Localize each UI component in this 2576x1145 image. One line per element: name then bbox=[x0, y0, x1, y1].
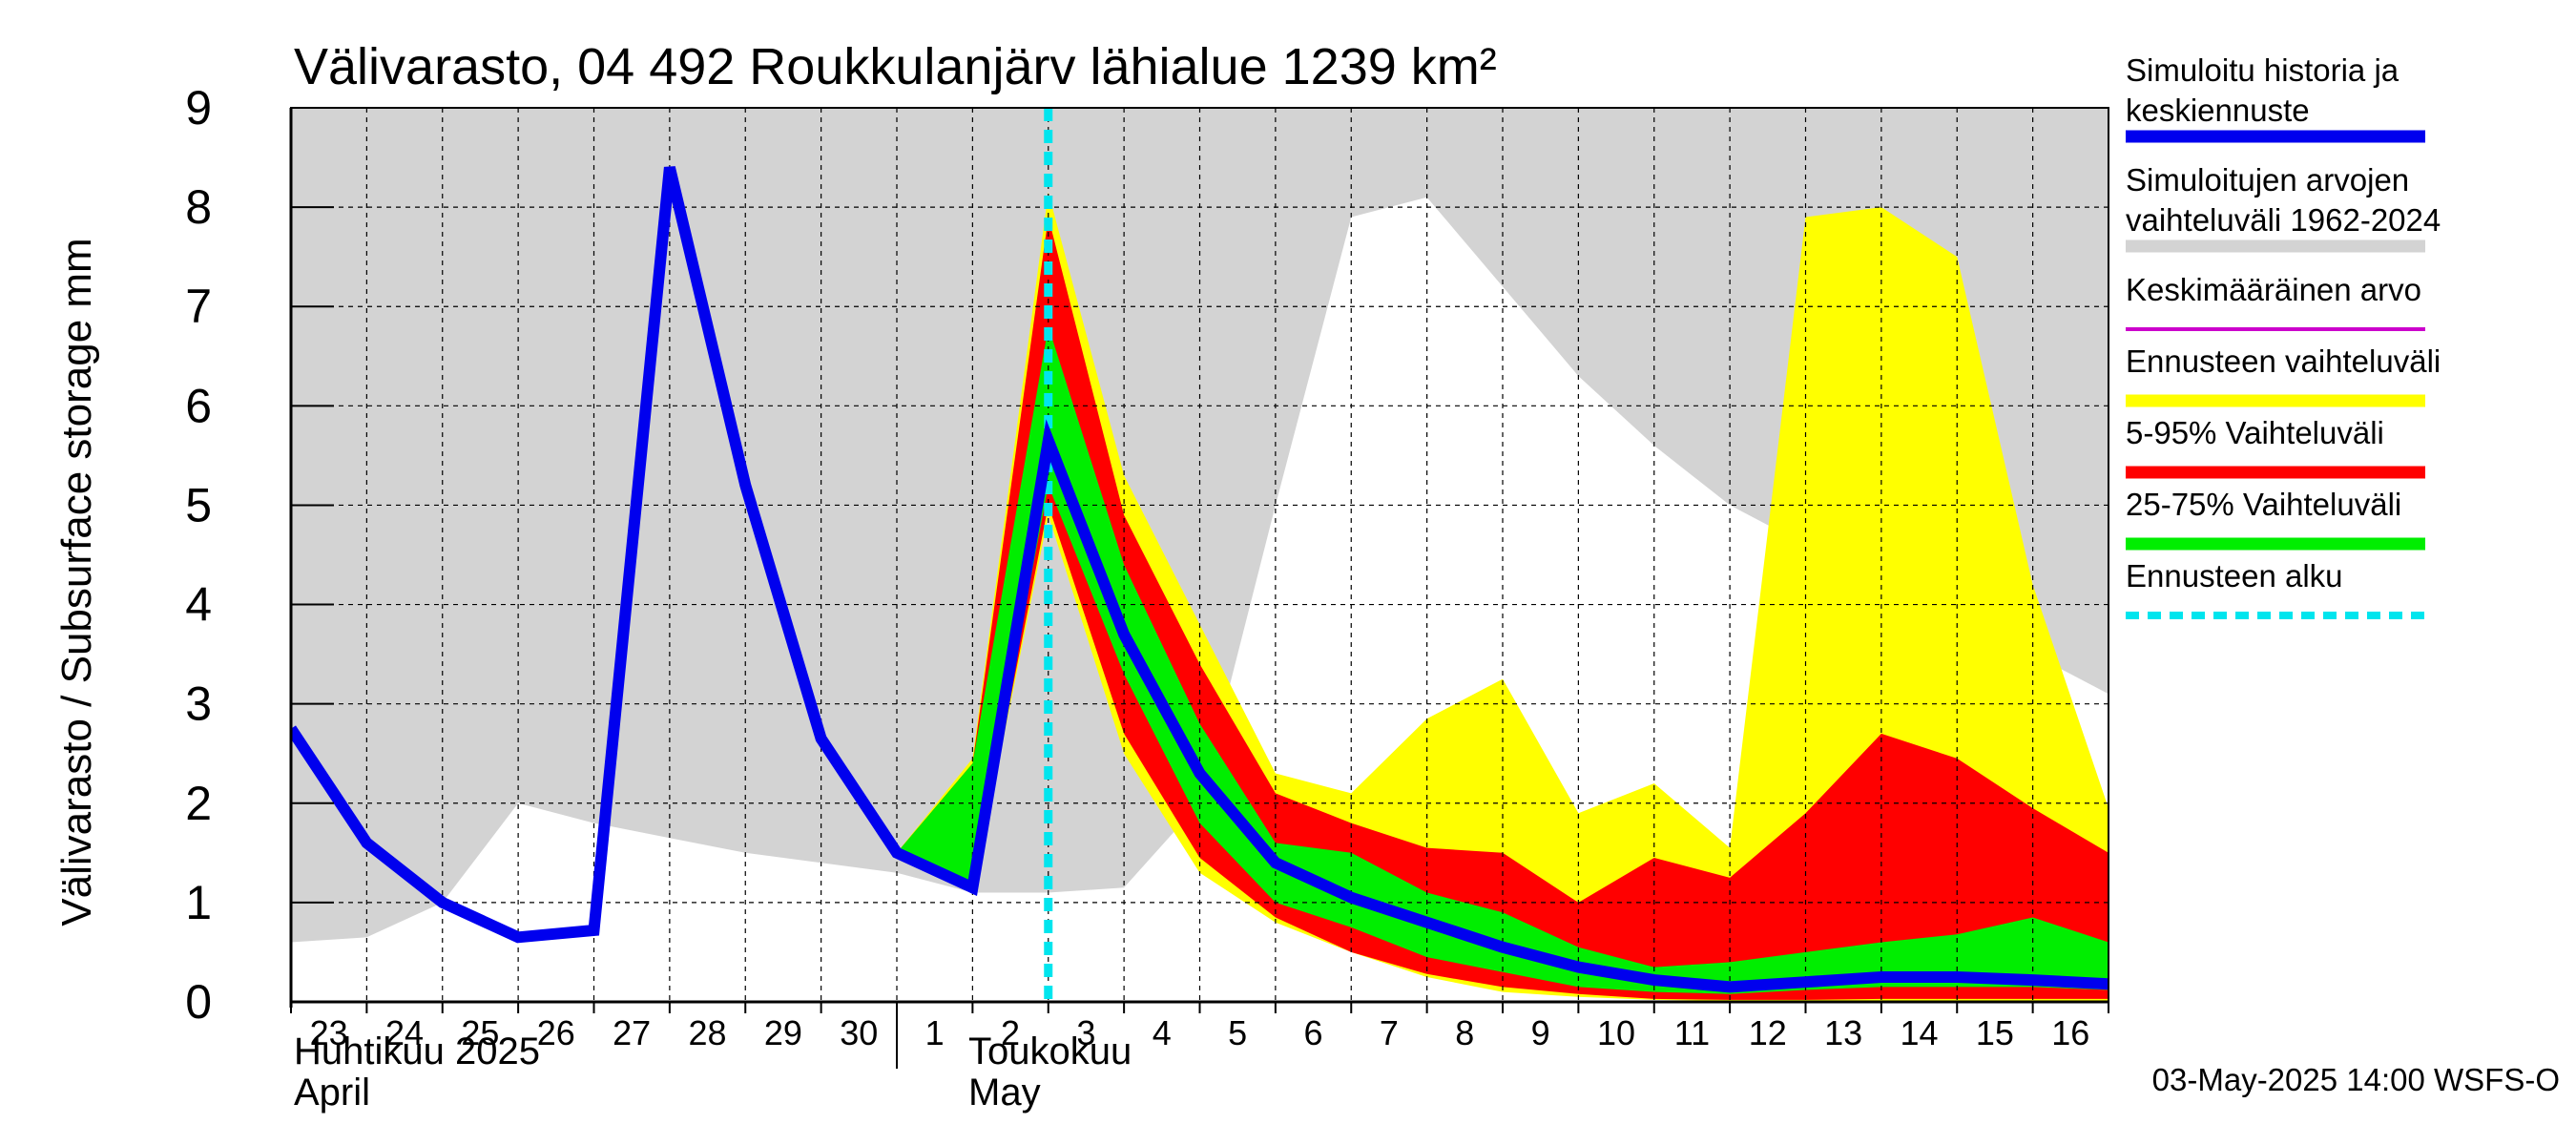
x-tick-label-30: 30 bbox=[840, 1013, 878, 1052]
legend-entry-5-95-vaihteluvali-label: 5-95% Vaihteluväli bbox=[2126, 415, 2384, 450]
x-tick-label-27: 27 bbox=[613, 1013, 651, 1052]
y-tick-label-6: 6 bbox=[185, 379, 212, 432]
x-tick-label-8: 8 bbox=[1455, 1013, 1474, 1052]
x-tick-label-9: 9 bbox=[1531, 1013, 1550, 1052]
y-tick-label-5: 5 bbox=[185, 478, 212, 531]
legend-entry-25-75-vaihteluvali-label: 25-75% Vaihteluväli bbox=[2126, 487, 2401, 522]
x-tick-label-7: 7 bbox=[1380, 1013, 1399, 1052]
legend: Simuloitu historia ja keskiennusteSimuloi… bbox=[2126, 52, 2441, 619]
y-tick-label-4: 4 bbox=[185, 578, 212, 632]
legend-entry-ennusteen-vaihteluvali-label: Ennusteen vaihteluväli bbox=[2126, 344, 2441, 379]
x-tick-label-23: 23 bbox=[310, 1013, 348, 1052]
legend-entry-keskimaarainen-arvo-label: Keskimääräinen arvo bbox=[2126, 272, 2421, 307]
x-tick-label-11: 11 bbox=[1674, 1013, 1710, 1052]
x-tick-label-14: 14 bbox=[1901, 1013, 1939, 1052]
plot-frame bbox=[289, 107, 2109, 1069]
legend-entry-simuloitu-historia-ja-keskiennuste-label: Simuloitu historia ja keskiennuste bbox=[2126, 52, 2399, 128]
x-tick-label-15: 15 bbox=[1976, 1013, 2014, 1052]
x-tick-label-28: 28 bbox=[689, 1013, 727, 1052]
timestamp: 03-May-2025 14:00 WSFS-O bbox=[2152, 1062, 2560, 1097]
y-tick-label-3: 3 bbox=[185, 677, 212, 731]
legend-entry-ennusteen-vaihteluvali: Ennusteen vaihteluväli bbox=[2126, 344, 2441, 407]
month-label-fi-april: Huhtikuu 2025 bbox=[294, 1030, 540, 1072]
plot-lines bbox=[291, 108, 2109, 1002]
x-tick-label-16: 16 bbox=[2051, 1013, 2089, 1052]
y-tick-label-9: 9 bbox=[185, 81, 212, 135]
x-tick-label-1: 1 bbox=[925, 1013, 945, 1052]
band-simuloitujen-arvojen-vaihteluvali-1962-2024 bbox=[291, 108, 2109, 943]
x-tick-label-10: 10 bbox=[1597, 1013, 1635, 1052]
y-tick-label-1: 1 bbox=[185, 876, 212, 929]
month-label-en-may: May bbox=[968, 1072, 1041, 1114]
legend-entry-ennusteen-alku: Ennusteen alku bbox=[2126, 558, 2425, 619]
x-tick-label-24: 24 bbox=[385, 1013, 424, 1052]
x-tick-label-4: 4 bbox=[1153, 1013, 1172, 1052]
x-tick-label-12: 12 bbox=[1749, 1013, 1787, 1052]
y-tick-label-8: 8 bbox=[185, 180, 212, 234]
y-tick-label-2: 2 bbox=[185, 777, 212, 830]
y-tick-label-7: 7 bbox=[185, 280, 212, 333]
legend-entry-5-95-vaihteluvali: 5-95% Vaihteluväli bbox=[2126, 415, 2425, 479]
legend-entry-simuloitujen-arvojen-vaihteluvali-1962-2024-label: Simuloitujen arvojen vaihteluväli 1962-20… bbox=[2126, 162, 2441, 238]
x-tick-label-6: 6 bbox=[1304, 1013, 1323, 1052]
month-label-fi-may: Toukokuu bbox=[968, 1030, 1132, 1072]
x-tick-label-29: 29 bbox=[764, 1013, 802, 1052]
x-tick-label-13: 13 bbox=[1824, 1013, 1862, 1052]
y-axis-label: Välivarasto / Subsurface storage mm bbox=[53, 238, 100, 926]
x-tick-label-26: 26 bbox=[537, 1013, 575, 1052]
legend-entry-25-75-vaihteluvali: 25-75% Vaihteluväli bbox=[2126, 487, 2425, 551]
month-label-en-april: April bbox=[294, 1072, 370, 1114]
legend-entry-simuloitujen-arvojen-vaihteluvali-1962-2024: Simuloitujen arvojen vaihteluväli 1962-20… bbox=[2126, 162, 2441, 253]
legend-entry-simuloitujen-arvojen-vaihteluvali-1962-2024-label-line: Simuloitujen arvojen bbox=[2126, 162, 2409, 198]
legend-entry-ennusteen-alku-label: Ennusteen alku bbox=[2126, 558, 2343, 593]
legend-entry-simuloitu-historia-ja-keskiennuste-label-line: Simuloitu historia ja bbox=[2126, 52, 2399, 88]
x-tick-label-5: 5 bbox=[1228, 1013, 1247, 1052]
x-tick-label-2: 2 bbox=[1001, 1013, 1020, 1052]
y-tick-label-0: 0 bbox=[185, 975, 212, 1029]
legend-entry-simuloitu-historia-ja-keskiennuste-label-line: keskiennuste bbox=[2126, 93, 2310, 128]
x-tick-label-25: 25 bbox=[461, 1013, 499, 1052]
legend-entry-simuloitu-historia-ja-keskiennuste: Simuloitu historia ja keskiennuste bbox=[2126, 52, 2425, 143]
x-tick-label-3: 3 bbox=[1076, 1013, 1095, 1052]
legend-entry-simuloitujen-arvojen-vaihteluvali-1962-2024-label-line: vaihteluväli 1962-2024 bbox=[2126, 202, 2441, 238]
legend-entry-keskimaarainen-arvo: Keskimääräinen arvo bbox=[2126, 272, 2425, 331]
chart-title: Välivarasto, 04 492 Roukkulanjärv lähial… bbox=[294, 38, 1497, 95]
